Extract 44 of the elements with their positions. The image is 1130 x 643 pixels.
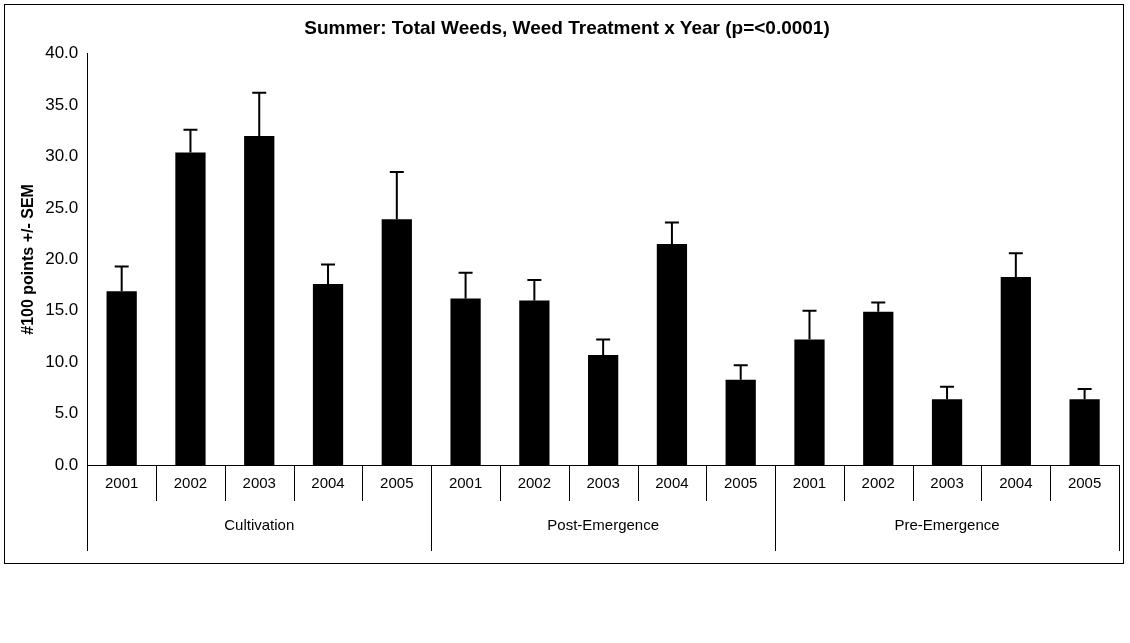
x-tick-label: 2004	[311, 474, 345, 492]
y-tick-label: 40.0	[45, 43, 79, 63]
bar	[244, 136, 275, 465]
bar	[1000, 276, 1031, 465]
x-tick-label: 2004	[999, 474, 1033, 492]
x-tick-label: 2005	[1067, 474, 1102, 492]
chart-title: Summer: Total Weeds, Weed Treatment x Year (p=<0.0001)	[304, 16, 830, 38]
x-tick-label: 2003	[586, 474, 620, 492]
y-axis-title: #100 points +/- SEM	[19, 184, 37, 335]
bar	[450, 298, 481, 465]
y-tick-label: 20.0	[45, 249, 79, 269]
y-tick-label: 10.0	[45, 351, 79, 371]
y-tick-label: 25.0	[45, 197, 79, 217]
x-tick-label: 2003	[930, 474, 964, 492]
x-tick-label: 2002	[861, 474, 895, 492]
bar	[519, 300, 550, 465]
bar	[725, 379, 756, 465]
x-tick-label: 2003	[242, 474, 276, 492]
x-tick-label: 2002	[517, 474, 552, 492]
x-tick-label: 2004	[655, 474, 689, 492]
text: Pre-Emergence	[894, 516, 1000, 534]
y-tick-label: 30.0	[45, 146, 79, 166]
y-tick-label: 5.0	[54, 403, 79, 423]
y-tick-label: 35.0	[45, 94, 79, 114]
y-tick-label: 0.0	[54, 454, 79, 474]
bar	[106, 291, 137, 465]
bar	[312, 284, 344, 465]
y-tick-label: 15.0	[45, 300, 79, 320]
x-tick-label: 2001	[792, 474, 827, 492]
x-tick-label: 2001	[448, 474, 483, 492]
text: Post-Emergence	[547, 516, 659, 534]
x-tick-label: 2001	[104, 474, 139, 492]
bar	[863, 311, 894, 465]
bar	[381, 219, 412, 465]
text: Cultivation	[224, 516, 295, 534]
bar	[931, 399, 963, 465]
bar	[1069, 399, 1100, 465]
x-tick-label: 2005	[380, 474, 414, 492]
bar	[588, 355, 619, 465]
bar	[794, 339, 825, 465]
x-tick-label: 2005	[724, 474, 758, 492]
x-tick-label: 2002	[173, 474, 208, 492]
bar	[175, 152, 206, 465]
bar	[656, 243, 688, 465]
